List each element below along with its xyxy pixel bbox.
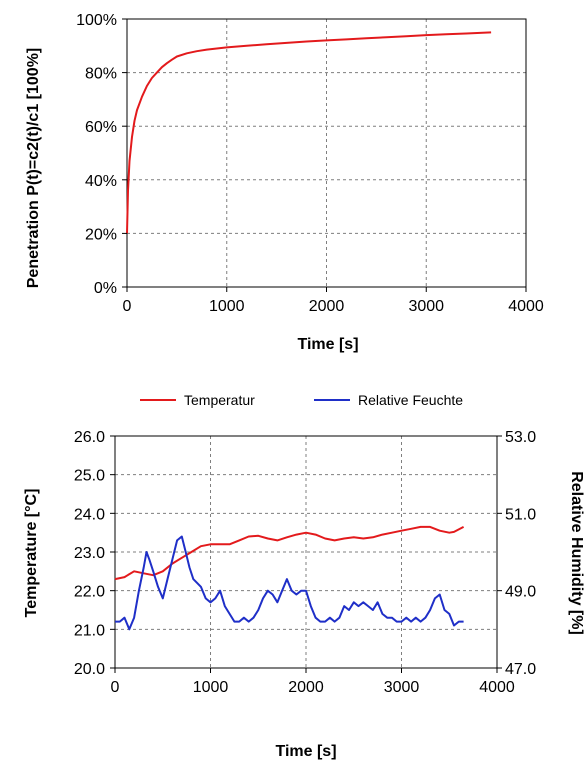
penetration-y-tick-label: 80%: [85, 66, 117, 83]
climate-ticks: 0 1000 2000 3000 4000 20.0 21.0 22.0 23.0 24.0 25.…: [74, 429, 536, 696]
penetration-y-tick-label: 60%: [85, 119, 117, 136]
penetration-x-tick-label: 3000: [408, 298, 444, 315]
temperature-axis-label: Temperature [°C]: [23, 489, 40, 618]
temperatur-series-line: [114, 525, 465, 581]
penetration-x-tick-label: 2000: [309, 298, 345, 315]
penetration-y-tick-label: 40%: [85, 173, 117, 190]
climate-x-tick-label: 1000: [193, 679, 229, 696]
humidity-tick-label: 49.0: [505, 584, 536, 601]
penetration-x-tick-label: 4000: [508, 298, 544, 315]
climate-grid: [115, 436, 497, 668]
penetration-series-line: [126, 31, 492, 234]
penetration-y-tick-label: 0%: [94, 280, 117, 297]
climate-series: [114, 525, 465, 631]
temperature-tick-label: 26.0: [74, 429, 105, 446]
legend-label-relative-feuchte: Relative Feuchte: [358, 392, 463, 408]
penetration-y-tick-label: 20%: [85, 226, 117, 243]
penetration-y-axis-label: Penetration P(t)=c2(t)/c1 [100%]: [25, 48, 42, 289]
temperature-tick-label: 20.0: [74, 661, 105, 678]
penetration-x-tick-label: 1000: [209, 298, 245, 315]
legend-label-temperatur: Temperatur: [184, 392, 255, 408]
climate-chart: Temperatur Relative Feuchte 0 1000 2000 300…: [23, 392, 585, 760]
penetration-chart: 0 1000 2000 3000 4000 0% 20% 40% 60% 80% 100% Time…: [25, 12, 544, 353]
penetration-ticks: 0 1000 2000 3000 4000 0% 20% 40% 60% 80% 100%: [76, 12, 544, 315]
temperature-tick-label: 25.0: [74, 468, 105, 485]
climate-x-tick-label: 3000: [384, 679, 420, 696]
legend: Temperatur Relative Feuchte: [140, 392, 463, 408]
relative-feuchte-series-line: [115, 535, 464, 631]
climate-x-axis-label: Time [s]: [275, 743, 336, 760]
penetration-y-tick-label: 100%: [76, 12, 117, 29]
climate-x-tick-label: 2000: [288, 679, 324, 696]
penetration-x-axis-label: Time [s]: [297, 336, 358, 353]
penetration-series: [126, 31, 492, 234]
humidity-tick-label: 47.0: [505, 661, 536, 678]
climate-x-tick-label: 0: [111, 679, 120, 696]
climate-x-tick-label: 4000: [479, 679, 515, 696]
humidity-tick-label: 51.0: [505, 506, 536, 523]
temperature-tick-label: 21.0: [74, 622, 105, 639]
temperature-tick-label: 24.0: [74, 506, 105, 523]
humidity-axis-label: Relative Humidity [%]: [568, 471, 585, 635]
temperature-tick-label: 22.0: [74, 584, 105, 601]
penetration-grid: [127, 19, 526, 287]
humidity-tick-label: 53.0: [505, 429, 536, 446]
penetration-x-tick-label: 0: [123, 298, 132, 315]
temperature-tick-label: 23.0: [74, 545, 105, 562]
